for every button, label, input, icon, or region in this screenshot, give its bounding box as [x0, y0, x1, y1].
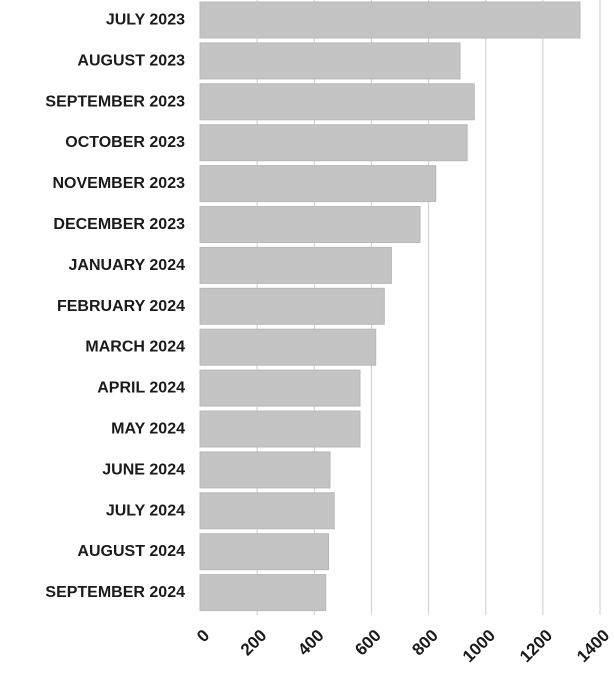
bar: [199, 165, 437, 203]
x-tick-label: 600: [351, 626, 384, 659]
bar: [199, 533, 330, 571]
category-label: MARCH 2024: [85, 339, 185, 356]
category-label: JULY 2024: [106, 502, 185, 519]
bar: [199, 206, 421, 243]
bar: [199, 246, 392, 284]
bar: [199, 328, 377, 366]
category-label: APRIL 2024: [97, 380, 185, 397]
x-tick-label: 1200: [516, 626, 556, 666]
bar: [199, 287, 385, 325]
x-axis-tick-labels: 0 200 400 600 800 1000 1200 1400: [193, 626, 613, 666]
category-label: SEPTEMBER 2024: [45, 584, 185, 601]
x-tick-label: 200: [237, 626, 270, 659]
bar: [199, 124, 468, 162]
x-tick-label: 0: [193, 626, 213, 646]
bar: [199, 83, 475, 121]
category-label: AUGUST 2024: [77, 543, 185, 560]
x-tick-label: 400: [294, 626, 327, 659]
bar: [199, 369, 361, 407]
bar: [199, 410, 361, 448]
bar: [199, 492, 335, 530]
x-tick-label: 1000: [459, 626, 499, 666]
bar: [199, 451, 331, 489]
x-tick-label: 1400: [573, 626, 613, 666]
category-label: MAY 2024: [111, 421, 185, 438]
category-label: JANUARY 2024: [69, 257, 186, 274]
bar: [199, 42, 461, 80]
category-label: AUGUST 2023: [77, 52, 185, 69]
bar: [199, 574, 327, 612]
category-label: FEBRUARY 2024: [57, 298, 185, 315]
category-label: OCTOBER 2023: [65, 134, 185, 151]
category-label: JULY 2023: [106, 12, 185, 29]
bars: [199, 1, 581, 612]
category-label: DECEMBER 2023: [53, 216, 185, 233]
bar: [199, 1, 581, 39]
x-tick-label: 800: [408, 626, 441, 659]
category-label: SEPTEMBER 2023: [45, 93, 185, 110]
category-label: JUNE 2024: [102, 461, 185, 478]
category-labels: JULY 2023 AUGUST 2023 SEPTEMBER 2023 OCTOBE…: [45, 12, 185, 602]
category-label: NOVEMBER 2023: [53, 175, 186, 192]
